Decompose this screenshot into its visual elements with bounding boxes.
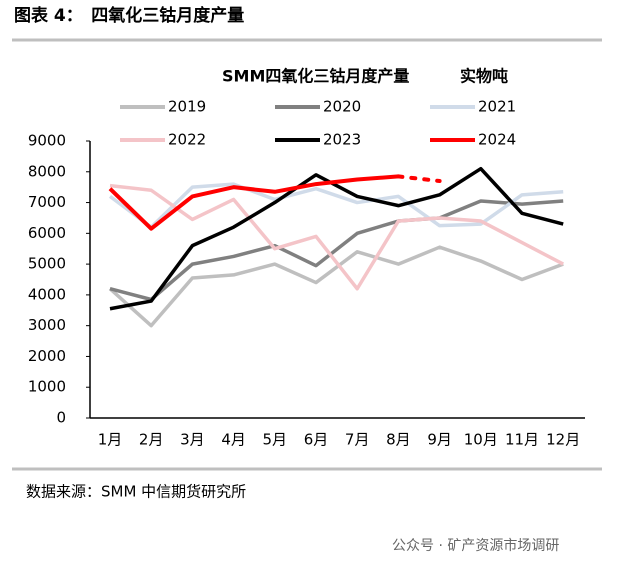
- y-tick-label: 3000: [28, 316, 66, 334]
- watermark: 公众号 · 矿产资源市场调研: [392, 537, 559, 554]
- series-line: [109, 183, 565, 291]
- y-tick-label: 5000: [28, 255, 66, 273]
- unit: 实物吨: [460, 67, 508, 86]
- legend-label: 2019: [168, 98, 206, 116]
- x-tick-label: 9月: [427, 431, 452, 449]
- x-tick-label: 2月: [139, 431, 164, 449]
- source: 数据来源：SMM 中信期货研究所: [26, 483, 246, 501]
- x-tick-label: 11月: [505, 431, 539, 449]
- y-tick-label: 0: [56, 409, 66, 427]
- y-tick-label: 9000: [28, 132, 66, 150]
- y-tick-label: 8000: [28, 162, 66, 180]
- series-line: [108, 182, 564, 229]
- legend-label: 2023: [323, 131, 361, 149]
- x-tick-label: 1月: [98, 431, 123, 449]
- x-tick-label: 4月: [221, 431, 246, 449]
- y-tick-label: 1000: [28, 378, 66, 396]
- x-tick-label: 5月: [263, 431, 288, 449]
- chart-title: SMM四氧化三钴月度产量: [222, 67, 409, 86]
- y-tick-label: 6000: [28, 224, 66, 242]
- header: 图表 4： 四氧化三钴月度产量: [14, 5, 244, 26]
- y-tick-label: 7000: [28, 193, 66, 211]
- x-tick-label: 12月: [546, 431, 580, 449]
- series-line: [109, 199, 564, 302]
- series-line: [108, 174, 399, 231]
- y-tick-label: 2000: [28, 347, 66, 365]
- x-tick-label: 8月: [386, 431, 411, 449]
- x-tick-label: 3月: [180, 431, 205, 449]
- legend-label: 2020: [323, 98, 361, 116]
- x-tick-label: 6月: [304, 431, 329, 449]
- series-line: [396, 174, 442, 184]
- legend-label: 2021: [478, 98, 516, 116]
- series-line: [109, 166, 564, 311]
- legend-label: 2022: [168, 131, 206, 149]
- x-tick-label: 10月: [464, 431, 498, 449]
- x-tick-label: 7月: [345, 431, 370, 449]
- y-tick-label: 4000: [28, 285, 66, 303]
- legend-label: 2024: [478, 131, 516, 149]
- series-line: [108, 245, 564, 328]
